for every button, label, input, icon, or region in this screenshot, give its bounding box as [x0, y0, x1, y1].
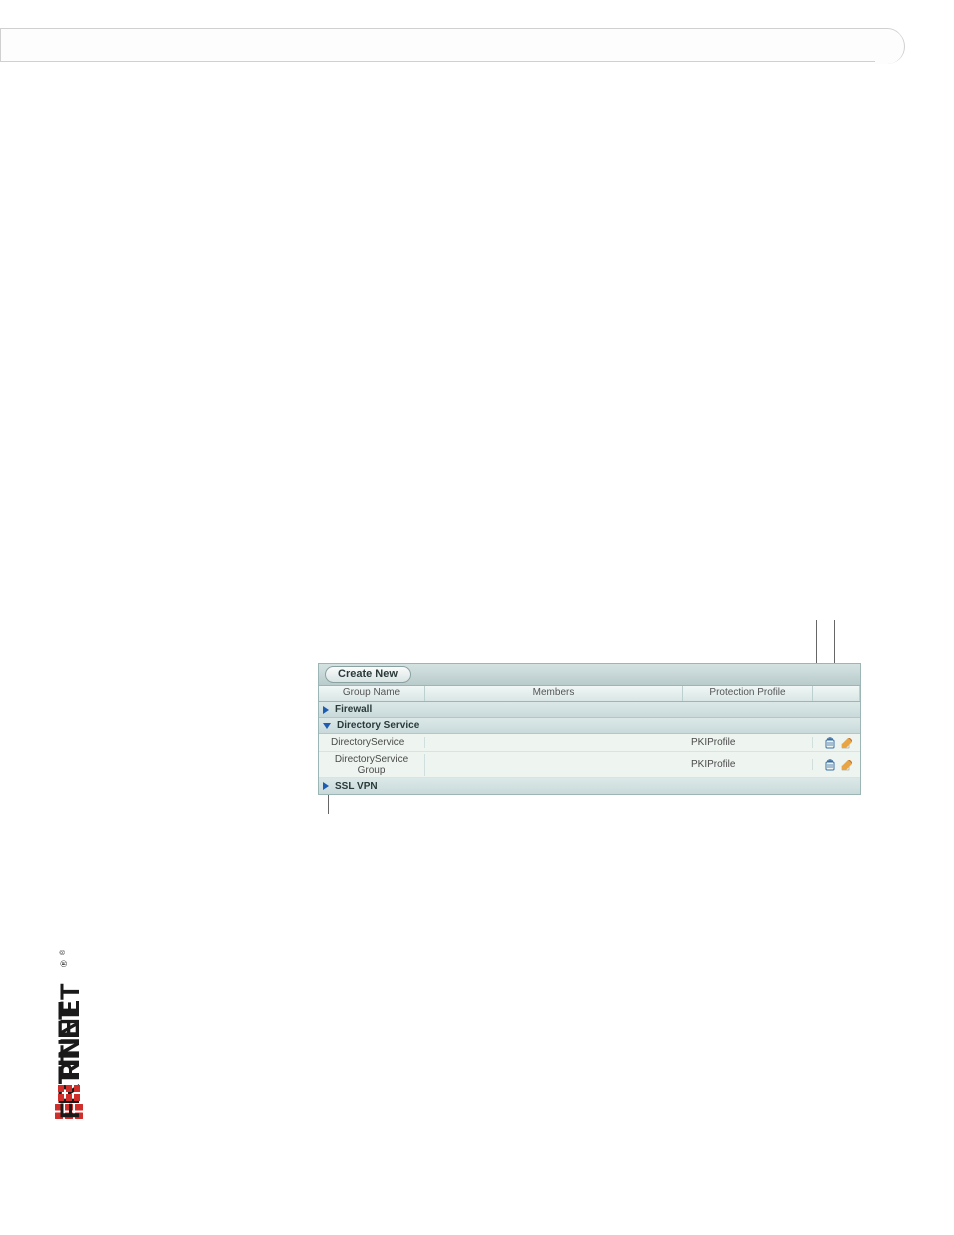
cell-protection-profile: PKIProfile: [683, 737, 813, 748]
user-group-list-screenshot: Create New Group Name Members Protection…: [318, 663, 861, 795]
group-label: SSL VPN: [335, 781, 378, 792]
cell-actions: [813, 759, 860, 771]
create-new-toolbar: Create New: [319, 664, 860, 686]
group-row-firewall[interactable]: Firewall: [319, 702, 860, 718]
col-header-group-name: Group Name: [319, 686, 425, 701]
svg-text:®: ®: [59, 949, 67, 955]
col-header-actions: [813, 686, 860, 701]
cell-name-line2: Group: [358, 765, 386, 776]
delete-icon[interactable]: [824, 759, 836, 771]
delete-icon[interactable]: [824, 737, 836, 749]
group-label: Firewall: [335, 704, 372, 715]
expand-arrow-icon[interactable]: [323, 782, 329, 790]
header-bar-curve: [875, 29, 905, 64]
page-header-bar: [0, 28, 904, 62]
group-row-directory-service[interactable]: Directory Service: [319, 718, 860, 734]
callout-line-delete: [816, 620, 817, 664]
table-row: DirectoryService PKIProfile: [319, 734, 860, 752]
group-label: Directory Service: [337, 720, 419, 731]
table-header-row: Group Name Members Protection Profile: [319, 686, 860, 702]
expand-arrow-icon[interactable]: [323, 706, 329, 714]
cell-group-name: DirectoryService: [319, 737, 425, 748]
edit-icon[interactable]: [841, 737, 853, 749]
table-row: DirectoryService Group PKIProfile: [319, 752, 860, 778]
create-new-button[interactable]: Create New: [325, 666, 411, 683]
cell-actions: [813, 737, 860, 749]
cell-name-line1: DirectoryService: [335, 754, 408, 765]
collapse-arrow-icon[interactable]: [323, 723, 331, 729]
col-header-members: Members: [425, 686, 683, 701]
group-row-ssl-vpn[interactable]: SSL VPN: [319, 778, 860, 794]
svg-text:F: F: [55, 1103, 85, 1120]
cell-group-name: DirectoryService Group: [319, 754, 425, 776]
edit-icon[interactable]: [841, 759, 853, 771]
svg-text:RTINET: RTINET: [55, 983, 85, 1081]
fortinet-logo: RTINET ® F F RTINET ®: [53, 933, 85, 1123]
col-header-protection-profile: Protection Profile: [683, 686, 813, 701]
callout-line-edit: [834, 620, 835, 664]
cell-protection-profile: PKIProfile: [683, 759, 813, 770]
